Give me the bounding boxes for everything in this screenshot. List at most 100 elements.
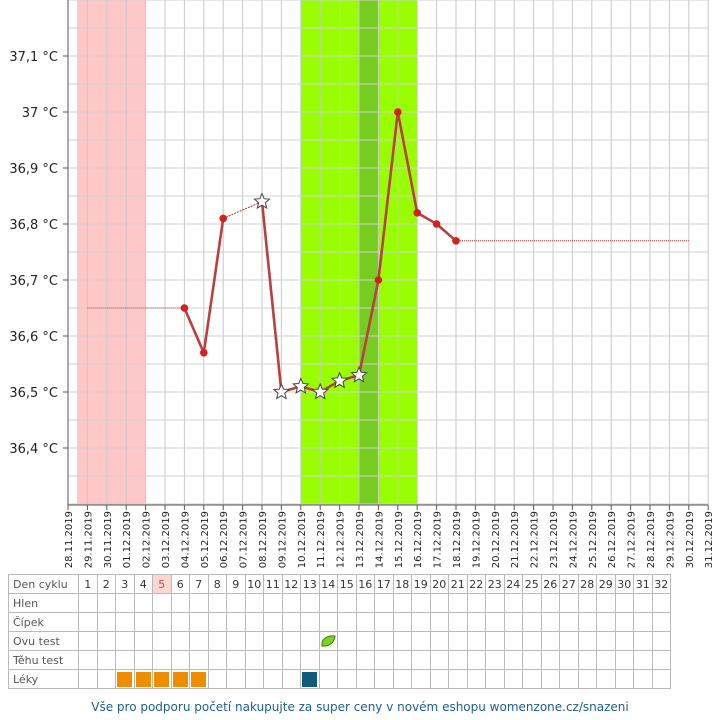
calendar-cell[interactable] (374, 612, 394, 632)
calendar-cell[interactable] (226, 593, 246, 613)
calendar-cell[interactable] (448, 631, 468, 651)
calendar-cell[interactable] (355, 669, 375, 689)
calendar-cell[interactable] (263, 612, 283, 632)
calendar-cell[interactable] (522, 593, 542, 613)
calendar-cell[interactable] (651, 631, 671, 651)
calendar-cell[interactable] (392, 650, 412, 670)
calendar-cell[interactable] (226, 650, 246, 670)
calendar-cell[interactable] (466, 669, 486, 689)
calendar-cell[interactable] (189, 612, 209, 632)
calendar-cell[interactable] (170, 593, 190, 613)
calendar-cell[interactable] (152, 669, 172, 689)
calendar-cell[interactable] (133, 612, 153, 632)
calendar-cell[interactable] (429, 631, 449, 651)
calendar-cell[interactable] (559, 650, 579, 670)
calendar-cell[interactable] (152, 650, 172, 670)
calendar-cell[interactable] (411, 631, 431, 651)
calendar-cell[interactable] (355, 593, 375, 613)
calendar-cell[interactable] (226, 631, 246, 651)
calendar-cell[interactable] (115, 593, 135, 613)
calendar-cell[interactable] (189, 593, 209, 613)
calendar-cell[interactable] (392, 669, 412, 689)
calendar-cell[interactable] (540, 612, 560, 632)
cycle-day-cell[interactable]: 14 (318, 574, 338, 594)
calendar-cell[interactable] (78, 650, 98, 670)
calendar-cell[interactable] (244, 631, 264, 651)
calendar-cell[interactable] (244, 593, 264, 613)
calendar-cell[interactable] (485, 669, 505, 689)
calendar-cell[interactable] (152, 631, 172, 651)
calendar-cell[interactable] (429, 593, 449, 613)
calendar-cell[interactable] (559, 593, 579, 613)
calendar-cell[interactable] (466, 593, 486, 613)
calendar-cell[interactable] (281, 631, 301, 651)
calendar-cell[interactable] (374, 669, 394, 689)
calendar-cell[interactable] (577, 631, 597, 651)
calendar-cell[interactable] (96, 631, 116, 651)
calendar-cell[interactable] (374, 593, 394, 613)
calendar-cell[interactable] (355, 650, 375, 670)
calendar-cell[interactable] (559, 612, 579, 632)
calendar-cell[interactable] (96, 612, 116, 632)
calendar-cell[interactable] (281, 612, 301, 632)
calendar-cell[interactable] (207, 593, 227, 613)
cycle-day-cell[interactable]: 24 (503, 574, 523, 594)
cycle-day-cell[interactable]: 13 (300, 574, 320, 594)
calendar-cell[interactable] (115, 631, 135, 651)
cycle-day-cell[interactable]: 11 (263, 574, 283, 594)
calendar-cell[interactable] (300, 650, 320, 670)
calendar-cell[interactable] (540, 593, 560, 613)
calendar-cell[interactable] (503, 669, 523, 689)
calendar-cell[interactable] (78, 612, 98, 632)
calendar-cell[interactable] (411, 650, 431, 670)
calendar-cell[interactable] (318, 669, 338, 689)
calendar-cell[interactable] (503, 612, 523, 632)
calendar-cell[interactable] (374, 631, 394, 651)
cycle-day-cell[interactable]: 19 (411, 574, 431, 594)
cycle-day-cell[interactable]: 26 (540, 574, 560, 594)
calendar-cell[interactable] (263, 593, 283, 613)
calendar-cell[interactable] (466, 631, 486, 651)
calendar-cell[interactable] (614, 612, 634, 632)
calendar-cell[interactable] (263, 650, 283, 670)
calendar-cell[interactable] (485, 593, 505, 613)
calendar-cell[interactable] (115, 612, 135, 632)
calendar-cell[interactable] (392, 593, 412, 613)
cycle-day-cell[interactable]: 2 (96, 574, 116, 594)
calendar-cell[interactable] (189, 650, 209, 670)
calendar-cell[interactable] (170, 612, 190, 632)
calendar-cell[interactable] (614, 631, 634, 651)
cycle-day-cell[interactable]: 32 (651, 574, 671, 594)
calendar-cell[interactable] (263, 631, 283, 651)
cycle-day-cell[interactable]: 9 (226, 574, 246, 594)
cycle-day-cell[interactable]: 12 (281, 574, 301, 594)
calendar-cell[interactable] (355, 612, 375, 632)
cycle-day-cell[interactable]: 21 (448, 574, 468, 594)
calendar-cell[interactable] (559, 669, 579, 689)
calendar-cell[interactable] (115, 669, 135, 689)
calendar-cell[interactable] (318, 631, 338, 651)
calendar-cell[interactable] (189, 631, 209, 651)
calendar-cell[interactable] (614, 650, 634, 670)
calendar-cell[interactable] (96, 650, 116, 670)
calendar-cell[interactable] (96, 669, 116, 689)
calendar-cell[interactable] (559, 631, 579, 651)
calendar-cell[interactable] (485, 612, 505, 632)
calendar-cell[interactable] (244, 612, 264, 632)
cycle-day-cell[interactable]: 18 (392, 574, 412, 594)
calendar-cell[interactable] (244, 650, 264, 670)
calendar-cell[interactable] (448, 650, 468, 670)
calendar-cell[interactable] (503, 631, 523, 651)
calendar-cell[interactable] (540, 650, 560, 670)
calendar-cell[interactable] (466, 650, 486, 670)
cycle-day-cell[interactable]: 28 (577, 574, 597, 594)
calendar-cell[interactable] (244, 669, 264, 689)
calendar-cell[interactable] (448, 612, 468, 632)
calendar-cell[interactable] (281, 669, 301, 689)
calendar-cell[interactable] (596, 669, 616, 689)
calendar-cell[interactable] (540, 669, 560, 689)
calendar-cell[interactable] (633, 612, 653, 632)
calendar-cell[interactable] (596, 593, 616, 613)
calendar-cell[interactable] (133, 593, 153, 613)
calendar-cell[interactable] (300, 669, 320, 689)
